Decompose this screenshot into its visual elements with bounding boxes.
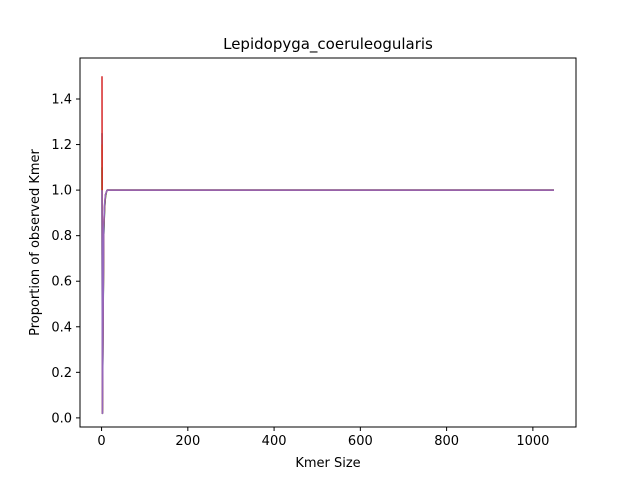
y-tick-label: 1.4 xyxy=(51,93,72,108)
y-tick-label: 1.0 xyxy=(51,184,72,199)
series-layer xyxy=(101,76,554,415)
plot-frame xyxy=(79,57,577,428)
x-tick-label: 0 xyxy=(97,434,105,449)
y-tick-label: 0.0 xyxy=(51,411,72,426)
x-tick-label: 200 xyxy=(175,434,200,449)
y-tick-label: 1.2 xyxy=(51,138,72,153)
x-tick-label: 800 xyxy=(434,434,459,449)
x-tick-label: 400 xyxy=(262,434,287,449)
x-axis-ticks: 0 200 400 600 800 1000 xyxy=(97,427,549,449)
series-line-5 xyxy=(101,189,554,415)
x-axis-label: Kmer Size xyxy=(295,456,360,471)
chart-title: Lepidopyga_coeruleogularis xyxy=(223,35,433,54)
y-axis-label: Proportion of observed Kmer xyxy=(28,148,43,335)
y-tick-label: 0.2 xyxy=(51,366,72,381)
x-tick-label: 1000 xyxy=(516,434,549,449)
y-tick-label: 0.4 xyxy=(51,320,72,335)
y-tick-label: 0.6 xyxy=(51,275,72,290)
y-tick-label: 0.8 xyxy=(51,229,72,244)
y-axis-ticks: 0.0 0.2 0.4 0.6 0.8 1.0 1.2 1.4 xyxy=(51,93,80,426)
plot-area xyxy=(80,58,576,427)
x-tick-label: 600 xyxy=(348,434,373,449)
